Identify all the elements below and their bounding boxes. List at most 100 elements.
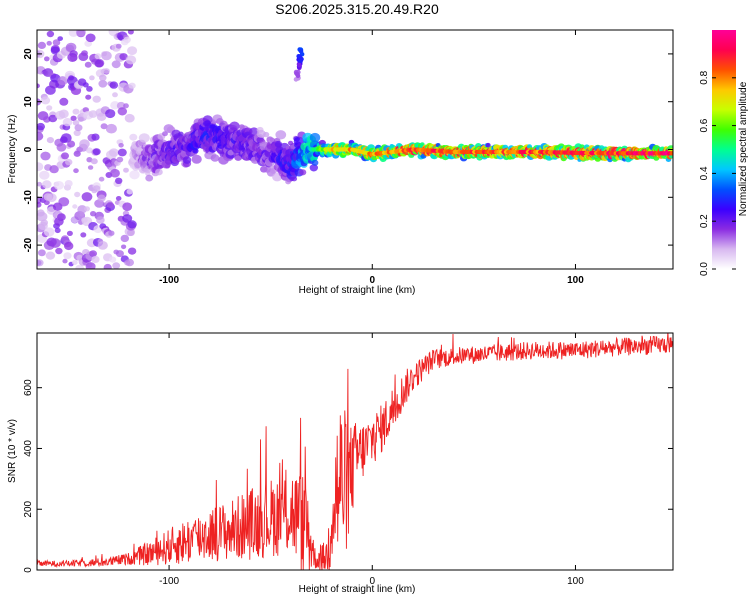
heatmap-cell: [72, 120, 80, 126]
heatmap-cell: [124, 113, 135, 123]
heatmap-cell: [73, 168, 79, 174]
y-tick-label: 0: [23, 567, 34, 573]
heatmap-cell: [60, 133, 72, 143]
heatmap-cell: [119, 53, 128, 61]
heatmap-cell: [37, 162, 44, 172]
heatmap-cell: [99, 74, 107, 82]
heatmap-cell: [155, 168, 163, 176]
heatmap-cell: [86, 86, 93, 92]
x-tick-label: -100: [159, 275, 179, 286]
heatmap-cell: [80, 232, 87, 238]
heatmap-cell: [46, 30, 55, 38]
heatmap-cell: [249, 127, 259, 136]
colorbar-tick-label: 0.6: [699, 118, 710, 132]
heatmap-cell: [85, 33, 96, 43]
heatmap-cell: [46, 193, 57, 203]
heatmap-cell: [85, 94, 92, 100]
heatmap-cell: [45, 251, 56, 260]
heatmap-cell: [91, 255, 100, 263]
heatmap-cell: [87, 165, 94, 170]
heatmap-cell: [92, 185, 101, 192]
heatmap-cell: [106, 201, 114, 208]
heatmap-cell: [112, 262, 121, 269]
heatmap-cell: [59, 97, 69, 106]
heatmap-cell: [118, 143, 124, 148]
colorbar-ticks: 0.0 0.2 0.4 0.6 0.8: [699, 70, 736, 276]
heatmap-cell: [84, 206, 90, 212]
x-tick-label: -100: [159, 576, 179, 587]
heatmap-cell: [269, 137, 275, 142]
heatmap-cell: [192, 148, 199, 154]
y-tick-label: 0: [23, 146, 34, 152]
heatmap-cell: [72, 204, 78, 209]
x-tick-label: 100: [567, 576, 584, 587]
heatmap-cell: [123, 103, 129, 109]
heatmap-cell: [79, 139, 90, 149]
heatmap-cell: [81, 192, 93, 202]
heatmap-cell: [37, 122, 45, 131]
heatmap-cell: [58, 197, 70, 207]
heatmap-cell: [115, 177, 123, 184]
heatmap-cell: [63, 241, 74, 251]
heatmap-cell: [121, 244, 127, 250]
heatmap-cell: [73, 129, 81, 137]
y-tick-label: 600: [23, 379, 34, 396]
heatmap-cell: [62, 258, 68, 264]
heatmap-cell: [309, 164, 318, 172]
heatmap-cell: [37, 83, 40, 89]
heatmap-cell: [92, 148, 101, 156]
colorbar-tick-label: 0.2: [699, 214, 710, 228]
heatmap-cell: [77, 205, 87, 214]
heatmap-cell: [86, 147, 93, 154]
heatmap-cell: [55, 247, 63, 255]
heatmap-cell: [485, 142, 491, 148]
heatmap-cell: [96, 112, 107, 122]
heatmap-cell: [109, 256, 117, 263]
heatmap-cell: [108, 230, 115, 236]
y-tick-label: -20: [23, 237, 34, 252]
heatmap-cell: [182, 156, 192, 164]
heatmap-cell: [275, 130, 287, 140]
heatmap-cell: [67, 140, 76, 148]
heatmap-cell: [40, 151, 51, 161]
x-tick-label: 0: [369, 576, 375, 587]
heatmap-cell: [48, 114, 58, 123]
heatmap-cell: [127, 220, 137, 229]
snr-plot-area: [37, 333, 673, 570]
heatmap-cell: [109, 81, 119, 89]
heatmap-cell: [125, 258, 134, 267]
heatmap-cell: [98, 80, 108, 88]
snr-x-label: Height of straight line (km): [299, 584, 416, 595]
heatmap-cell: [54, 227, 61, 234]
heatmap-cell: [145, 174, 154, 182]
heatmap-cell: [40, 96, 51, 105]
heatmap-cell: [76, 30, 86, 37]
heatmap-cell: [39, 170, 50, 180]
heatmap-cell: [120, 234, 129, 243]
spectrogram-y-ticks: 20 10 0 -10 -20: [23, 48, 673, 252]
chart-title: S206.2025.315.20.49.R20: [275, 1, 439, 17]
snr-y-label: SNR (10 * v/v): [7, 419, 18, 483]
heatmap-cell: [162, 131, 168, 137]
heatmap-cell: [115, 250, 124, 258]
heatmap-cell: [37, 41, 47, 50]
snr-y-ticks: 0 200 400 600: [23, 379, 673, 573]
x-tick-label: 100: [567, 275, 584, 286]
heatmap-cell: [75, 264, 85, 269]
heatmap-cell: [123, 36, 131, 43]
heatmap-cell: [42, 180, 52, 189]
heatmap-cell: [37, 211, 48, 222]
heatmap-cell: [91, 133, 100, 141]
heatmap-streak-cell: [294, 71, 300, 76]
heatmap-cell: [37, 201, 42, 208]
heatmap-cell: [103, 68, 110, 74]
heatmap-cell: [62, 118, 73, 127]
heatmap-cell: [52, 39, 61, 46]
heatmap-cell: [82, 82, 89, 88]
heatmap-cell: [210, 154, 220, 162]
colorbar-gradient: [712, 30, 736, 269]
snr-panel: -100 0 100 0 200 400 600 Height of straight l…: [7, 332, 674, 595]
heatmap-cell: [291, 176, 298, 182]
heatmap-cell: [49, 238, 61, 248]
